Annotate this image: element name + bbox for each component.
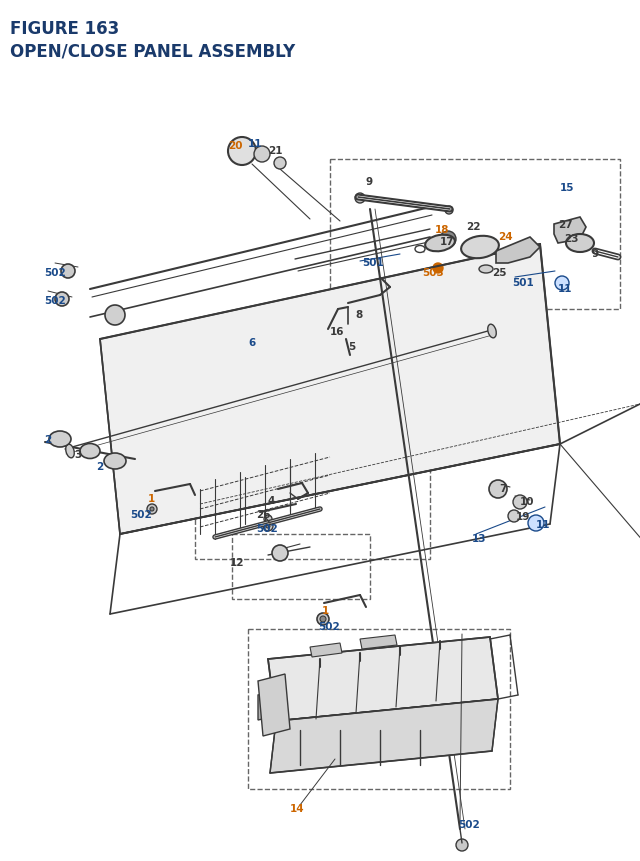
Circle shape (433, 263, 443, 274)
Circle shape (110, 311, 120, 320)
Circle shape (105, 306, 125, 325)
Polygon shape (496, 238, 540, 263)
Ellipse shape (570, 238, 590, 250)
Text: 11: 11 (558, 283, 573, 294)
Ellipse shape (66, 444, 74, 458)
Ellipse shape (429, 238, 451, 250)
Ellipse shape (488, 325, 496, 338)
Circle shape (150, 507, 154, 511)
Circle shape (277, 161, 283, 167)
Polygon shape (360, 635, 397, 649)
Circle shape (59, 297, 65, 303)
Text: 5: 5 (348, 342, 355, 351)
Text: 502: 502 (256, 523, 278, 533)
Text: 501: 501 (512, 278, 534, 288)
Circle shape (55, 293, 69, 307)
Text: 12: 12 (230, 557, 244, 567)
Text: 11: 11 (248, 139, 262, 149)
Text: 15: 15 (560, 183, 575, 193)
Circle shape (65, 269, 71, 275)
Text: 3: 3 (74, 449, 81, 460)
Text: 23: 23 (564, 233, 579, 244)
Circle shape (440, 232, 456, 248)
Polygon shape (268, 637, 498, 722)
Text: 502: 502 (318, 622, 340, 631)
Text: 21: 21 (268, 146, 282, 156)
Circle shape (274, 158, 286, 170)
Polygon shape (100, 245, 560, 535)
Text: 8: 8 (355, 310, 362, 319)
Circle shape (61, 264, 75, 279)
Text: 1: 1 (322, 605, 329, 616)
Circle shape (494, 486, 502, 493)
Circle shape (445, 207, 453, 214)
Ellipse shape (80, 444, 100, 459)
Ellipse shape (425, 235, 455, 252)
Text: 27: 27 (558, 220, 573, 230)
Circle shape (355, 194, 365, 204)
Text: 503: 503 (422, 268, 444, 278)
Text: 4: 4 (268, 495, 275, 505)
Text: 19: 19 (516, 511, 531, 522)
Circle shape (147, 505, 157, 514)
Text: 22: 22 (466, 222, 481, 232)
Circle shape (264, 516, 272, 523)
Circle shape (272, 545, 288, 561)
Text: 1: 1 (148, 493, 156, 504)
Polygon shape (554, 218, 586, 244)
Text: 26: 26 (256, 510, 271, 519)
Circle shape (317, 613, 329, 625)
Text: 20: 20 (228, 141, 243, 151)
Circle shape (489, 480, 507, 499)
Text: 502: 502 (44, 268, 66, 278)
Circle shape (456, 839, 468, 851)
Text: 25: 25 (492, 268, 506, 278)
Ellipse shape (461, 237, 499, 259)
Text: 7: 7 (499, 483, 506, 493)
Ellipse shape (467, 239, 493, 256)
Circle shape (471, 239, 485, 254)
Polygon shape (310, 643, 342, 657)
Circle shape (320, 616, 326, 623)
Polygon shape (270, 699, 498, 773)
Text: 6: 6 (248, 338, 255, 348)
Text: 9: 9 (365, 177, 372, 187)
Polygon shape (258, 674, 290, 736)
Text: 2: 2 (96, 461, 103, 472)
Ellipse shape (104, 454, 126, 469)
Text: 502: 502 (458, 819, 480, 829)
Ellipse shape (479, 266, 493, 274)
Circle shape (528, 516, 544, 531)
Text: FIGURE 163: FIGURE 163 (10, 20, 119, 38)
Ellipse shape (566, 235, 594, 253)
Text: 501: 501 (362, 257, 384, 268)
Text: 502: 502 (44, 295, 66, 306)
Circle shape (266, 524, 270, 529)
Circle shape (254, 147, 270, 163)
Text: 17: 17 (440, 237, 454, 247)
Text: 14: 14 (290, 803, 305, 813)
Ellipse shape (415, 246, 425, 253)
Text: 502: 502 (130, 510, 152, 519)
Text: 9: 9 (592, 249, 599, 258)
Text: 2: 2 (44, 435, 51, 444)
Circle shape (555, 276, 569, 291)
Circle shape (228, 138, 256, 166)
Polygon shape (258, 689, 285, 720)
Text: 18: 18 (435, 225, 449, 235)
Circle shape (513, 495, 527, 510)
Text: 16: 16 (330, 326, 344, 337)
Text: 24: 24 (498, 232, 513, 242)
Text: 10: 10 (520, 497, 534, 506)
Text: 13: 13 (472, 533, 486, 543)
Circle shape (263, 522, 273, 531)
Text: OPEN/CLOSE PANEL ASSEMBLY: OPEN/CLOSE PANEL ASSEMBLY (10, 42, 295, 60)
Text: 11: 11 (536, 519, 550, 530)
Ellipse shape (49, 431, 71, 448)
Circle shape (234, 144, 250, 160)
Circle shape (508, 511, 520, 523)
